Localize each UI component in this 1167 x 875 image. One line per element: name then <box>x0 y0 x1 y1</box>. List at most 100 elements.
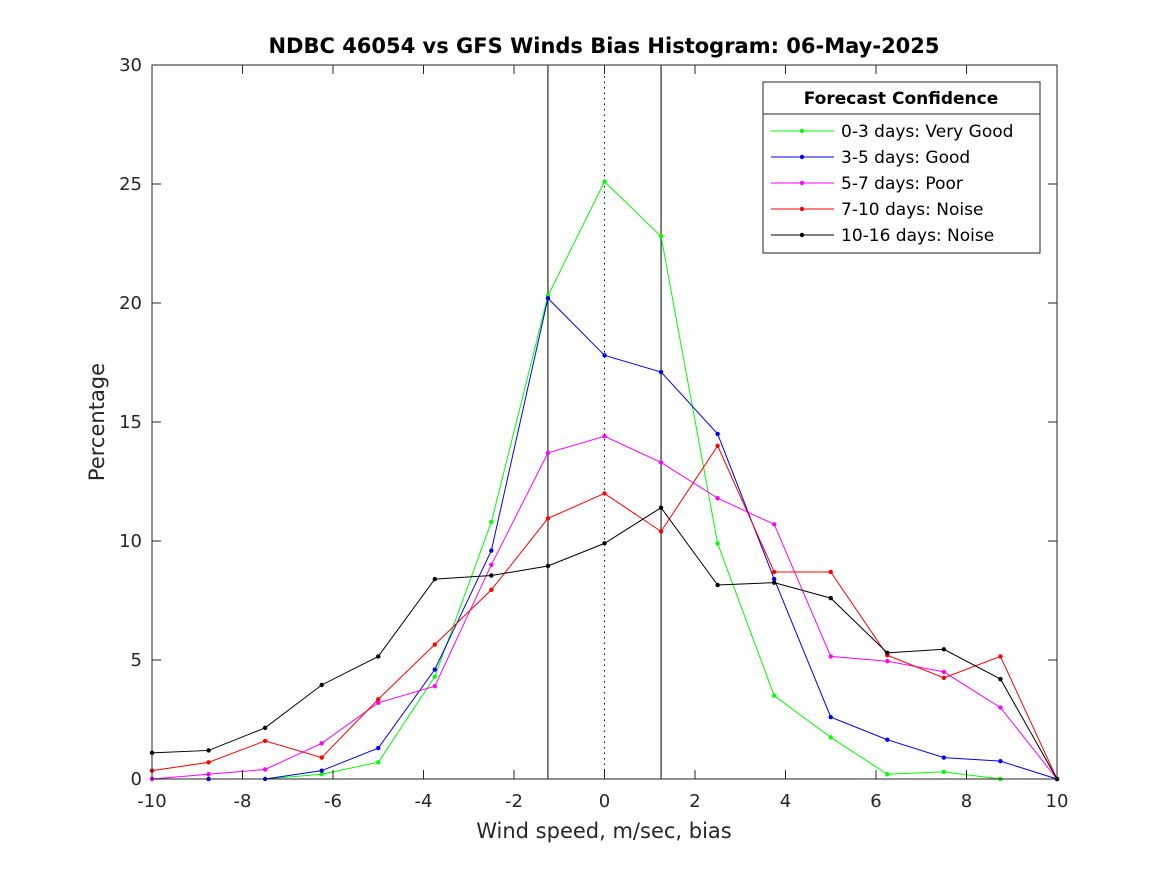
legend-title: Forecast Confidence <box>804 89 999 109</box>
data-point <box>489 548 494 553</box>
data-point <box>602 434 607 439</box>
data-point <box>376 697 381 702</box>
data-point <box>319 682 324 688</box>
data-point <box>715 541 720 546</box>
data-point <box>602 179 607 184</box>
data-point <box>771 569 777 575</box>
y-tick-label: 20 <box>119 293 142 314</box>
data-point <box>941 755 947 760</box>
legend-marker <box>799 128 805 134</box>
data-point <box>432 683 438 689</box>
data-point <box>206 760 211 765</box>
legend-entry-3-5-days-good: 3-5 days: Good <box>771 148 970 168</box>
data-point <box>998 676 1003 682</box>
data-point <box>715 495 720 501</box>
series-layer <box>149 179 1060 782</box>
data-point <box>376 700 381 706</box>
y-tick-label: 5 <box>131 650 142 671</box>
data-point <box>885 658 890 664</box>
data-point <box>489 562 494 567</box>
data-point <box>545 450 551 456</box>
legend-marker <box>799 180 805 186</box>
x-axis-label: Wind speed, m/sec, bias <box>476 819 732 843</box>
y-tick-label: 15 <box>119 412 142 433</box>
legend-label: 0-3 days: Very Good <box>841 122 1013 142</box>
legend-marker <box>799 206 805 212</box>
data-point <box>432 667 438 672</box>
legend-entry-7-10-days-noise: 7-10 days: Noise <box>771 200 983 220</box>
x-tick-label: 4 <box>780 791 791 812</box>
data-point <box>771 693 777 698</box>
series-line-5-7-days-poor <box>151 435 1058 780</box>
x-tick-label: -8 <box>234 791 252 812</box>
data-point <box>262 738 268 744</box>
legend-entries: 0-3 days: Very Good 3-5 days: Good 5-7 day… <box>771 122 1013 246</box>
x-tick-label: 2 <box>689 791 700 812</box>
y-tick-label: 25 <box>119 174 142 195</box>
data-point <box>715 431 720 437</box>
data-point <box>771 576 777 582</box>
data-point <box>432 576 438 582</box>
data-point <box>602 353 607 358</box>
data-point <box>715 443 720 448</box>
x-tick-label: -10 <box>137 791 166 812</box>
y-axis-label: Percentage <box>85 363 109 481</box>
data-point <box>262 725 268 731</box>
data-point <box>828 654 833 659</box>
data-point <box>319 772 324 777</box>
data-point <box>998 654 1003 659</box>
legend-entry-0-3-days-very-good: 0-3 days: Very Good <box>771 122 1013 142</box>
x-tick-label: 10 <box>1046 791 1069 812</box>
legend: Forecast Confidence 0-3 days: Very Good 3… <box>762 81 1041 254</box>
data-point <box>376 745 381 751</box>
legend-label: 5-7 days: Poor <box>841 174 963 194</box>
data-point <box>489 573 494 578</box>
series-5-7-days-poor <box>149 434 1060 782</box>
data-point <box>319 741 324 746</box>
data-point <box>319 768 324 773</box>
data-point <box>715 582 720 588</box>
series-10-16-days-noise <box>149 505 1060 782</box>
legend-box <box>762 81 1041 254</box>
y-tick-label: 10 <box>119 531 142 552</box>
data-point <box>828 735 833 740</box>
data-point <box>998 758 1003 764</box>
x-tick-label: 0 <box>599 791 610 812</box>
data-point <box>489 519 494 525</box>
data-point <box>998 705 1003 710</box>
data-point <box>658 505 664 510</box>
data-point <box>376 760 381 765</box>
data-point <box>376 654 381 659</box>
data-point <box>828 714 833 720</box>
data-point <box>885 650 890 656</box>
legend-entry-5-7-days-poor: 5-7 days: Poor <box>771 174 963 194</box>
data-point <box>545 296 551 301</box>
legend-marker <box>799 154 805 160</box>
data-point <box>602 541 607 546</box>
data-point <box>885 737 890 742</box>
data-point <box>885 772 890 777</box>
data-point <box>771 522 777 527</box>
data-point <box>828 595 833 601</box>
x-tick-label: -4 <box>415 791 433 812</box>
legend-marker <box>799 232 805 238</box>
x-tick-label: -6 <box>324 791 342 812</box>
reference-lines <box>547 65 662 779</box>
data-point <box>658 369 664 375</box>
data-point <box>658 529 664 534</box>
x-tick-label: 8 <box>961 791 972 812</box>
data-point <box>941 647 947 652</box>
data-point <box>262 767 268 772</box>
data-point <box>941 669 947 675</box>
data-point <box>941 769 947 775</box>
data-point <box>489 587 494 592</box>
data-point <box>206 748 211 753</box>
data-point <box>545 563 551 569</box>
data-point <box>658 460 664 465</box>
legend-entry-10-16-days-noise: 10-16 days: Noise <box>771 226 994 246</box>
legend-label: 7-10 days: Noise <box>841 200 983 220</box>
data-point <box>828 569 833 575</box>
legend-label: 3-5 days: Good <box>841 148 970 168</box>
axis-ticks: -10 -8 -6 -4 -2 0 2 4 6 8 10 0 5 10 15 20 25 30 <box>119 55 1068 812</box>
